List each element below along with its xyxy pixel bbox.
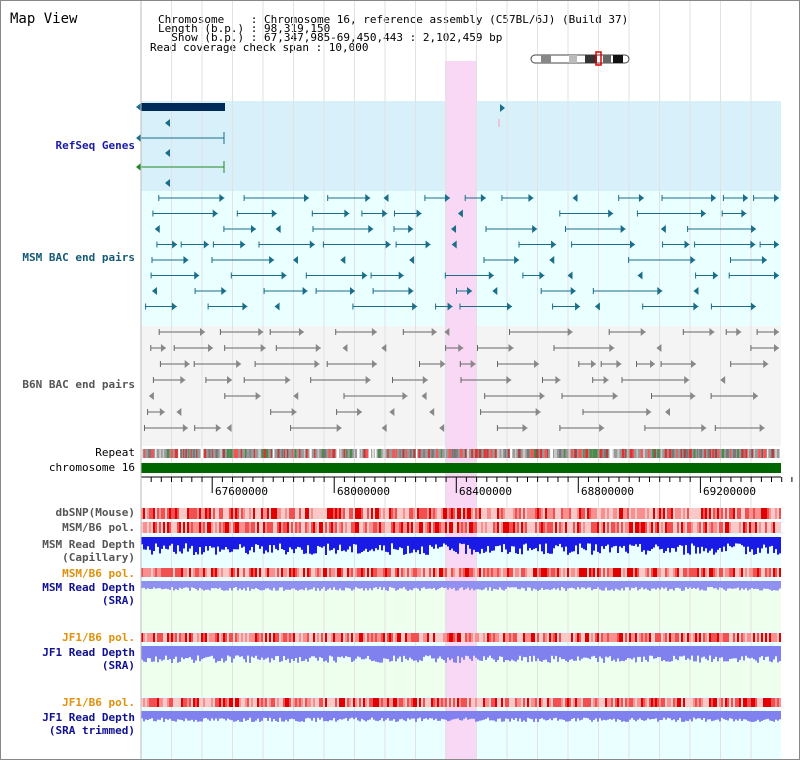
- repeat-marks: [141, 449, 782, 458]
- depth-tracks[interactable]: [141, 537, 781, 722]
- header-coverage-span: Read coverage check span : 10,000: [150, 41, 369, 54]
- refseq-genes[interactable]: [136, 103, 505, 187]
- axis-minor-ticks: [140, 477, 793, 493]
- ideogram-position-marker: [595, 51, 602, 66]
- chromosome-ideogram[interactable]: [530, 51, 630, 66]
- header-show-range: Show (b.p.) : 67,347,985-69,450,443 : 2,…: [158, 31, 503, 44]
- label-jf1-depth-sra: JF1 Read Depth: [42, 646, 135, 659]
- label-msm-bac: MSM BAC end pairs: [22, 251, 135, 264]
- header-length: Length (b.p.) : 98,319,150: [158, 22, 331, 35]
- header-chromosome: Chromosome : Chromosome 16, reference as…: [158, 13, 629, 26]
- label-refseq-genes: RefSeq Genes: [55, 139, 135, 152]
- label-b6n-bac: B6N BAC end pairs: [22, 378, 135, 391]
- label-jf1-b6-pol: JF1/B6 pol.: [62, 631, 135, 644]
- label-msm-b6-pol: MSM/B6 pol.: [62, 521, 135, 534]
- label-jf1-depth-trim: JF1 Read Depth: [42, 711, 135, 724]
- label-msm-b6-pol-sra: MSM/B6 pol.: [62, 567, 135, 580]
- label-dbsnp: dbSNP(Mouse): [55, 506, 135, 519]
- msm-bac-features[interactable]: [145, 194, 779, 311]
- axis-tick-label: 68000000: [337, 485, 390, 498]
- label-msm-depth-capillary: MSM Read Depth: [42, 538, 135, 551]
- axis-tick-label: 68800000: [581, 485, 634, 498]
- axis-tick-label: 69200000: [703, 485, 756, 498]
- label-jf1-depth-sra-sub: (SRA): [101, 659, 135, 672]
- b6n-bac-features[interactable]: [144, 328, 780, 432]
- label-msm-depth-capillary-sub: (Capillary): [62, 551, 135, 564]
- label-jf1-b6-pol-trim: JF1/B6 pol.: [62, 696, 135, 709]
- chromosome-bar[interactable]: [141, 463, 781, 473]
- label-msm-depth-sra: MSM Read Depth: [42, 581, 135, 594]
- axis-tick-label: 67600000: [215, 485, 268, 498]
- label-msm-depth-sra-sub: (SRA): [101, 594, 135, 607]
- map-view-title: Map View: [10, 11, 78, 27]
- heat-tracks[interactable]: [141, 508, 781, 707]
- label-repeat: Repeat: [95, 446, 135, 459]
- selected-region-highlight[interactable]: [445, 61, 477, 759]
- label-jf1-depth-trim-sub: (SRA trimmed): [48, 724, 135, 737]
- axis-tick-label: 68400000: [459, 485, 512, 498]
- label-chromosome: chromosome 16: [48, 461, 135, 474]
